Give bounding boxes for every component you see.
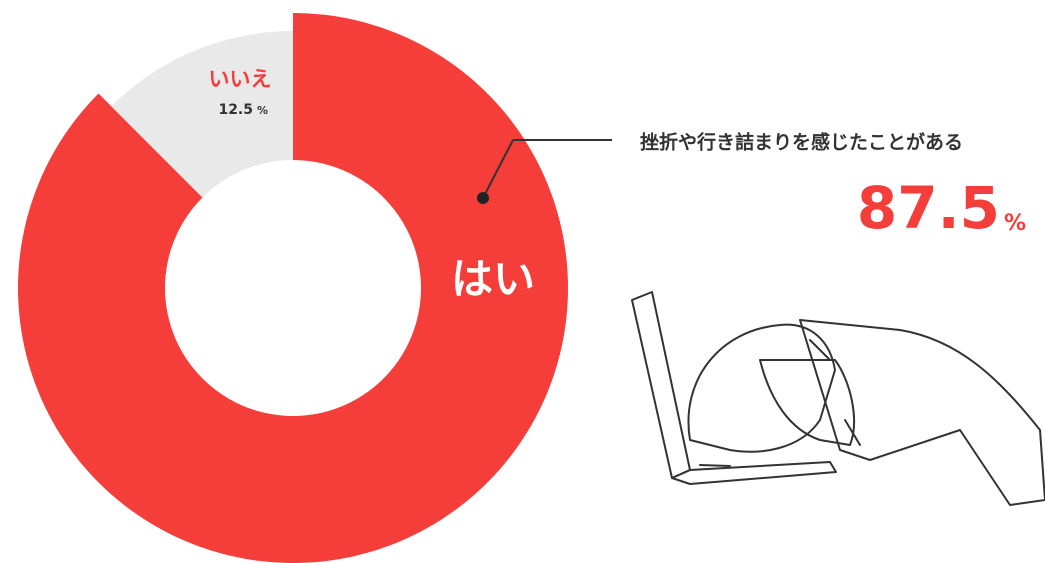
leader-line xyxy=(482,139,514,199)
annotation: 挫折や行き詰まりを感じたことがある xyxy=(640,131,963,154)
slice-label: いいえ xyxy=(209,67,272,91)
slice-label: はい xyxy=(451,255,535,304)
value-label: 12.5 xyxy=(218,102,253,118)
unit-label: % xyxy=(1004,211,1026,236)
slice xyxy=(17,13,568,563)
leader-dot xyxy=(477,192,489,204)
illustration xyxy=(631,291,1045,506)
unit-label: % xyxy=(257,104,268,117)
value-label: 87.5 xyxy=(857,174,1000,242)
slice xyxy=(111,31,293,198)
